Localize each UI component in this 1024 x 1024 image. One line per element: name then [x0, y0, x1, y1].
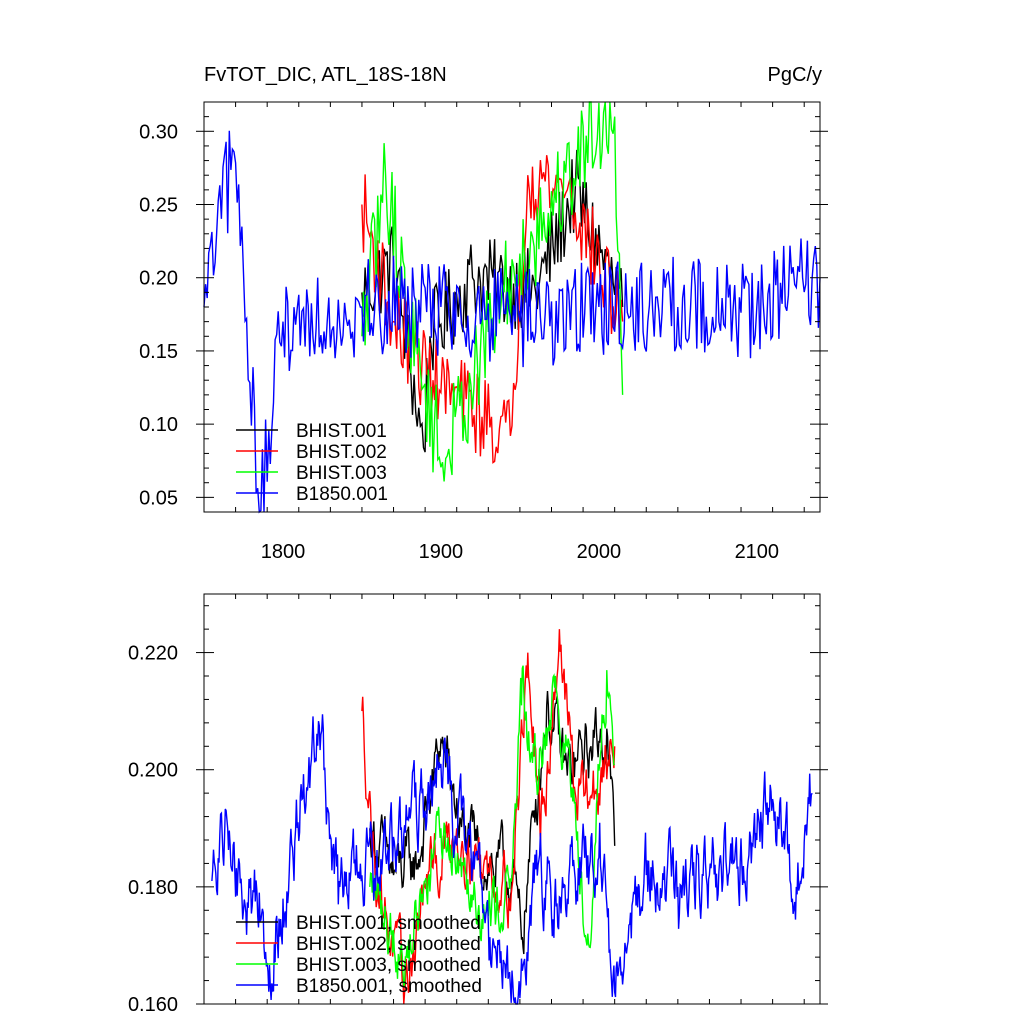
legend-label: BHIST.003, smoothed — [296, 955, 481, 976]
legend-label: BHIST.002 — [296, 442, 387, 463]
y-tick-label: 0.220 — [128, 643, 178, 665]
x-tick-label: 1900 — [419, 541, 464, 563]
y-tick-label: 0.20 — [139, 268, 178, 290]
legend-label: BHIST.003 — [296, 463, 387, 484]
legend-label: B1850.001, smoothed — [296, 976, 482, 997]
x-tick-label: 2000 — [577, 541, 622, 563]
y-tick-label: 0.200 — [128, 760, 178, 782]
legend-label: BHIST.002, smoothed — [296, 934, 481, 955]
y-tick-label: 0.05 — [139, 487, 178, 509]
y-tick-label: 0.15 — [139, 341, 178, 363]
legend-label: B1850.001 — [296, 484, 388, 505]
y-tick-label: 0.30 — [139, 121, 178, 143]
legend-label: BHIST.001 — [296, 421, 387, 442]
top-panel: 1800 1900 2000 2100 0.05 0.10 0.15 0.20 0.25 0.30… — [139, 102, 828, 563]
x-tick-label: 2100 — [735, 541, 780, 563]
y-tick-label: 0.10 — [139, 414, 178, 436]
y-tick-label: 0.160 — [128, 994, 178, 1016]
y-tick-label: 0.180 — [128, 877, 178, 899]
y-tick-label: 0.25 — [139, 195, 178, 217]
legend-label: BHIST.001, smoothed — [296, 913, 481, 934]
x-tick-label: 1800 — [261, 541, 306, 563]
